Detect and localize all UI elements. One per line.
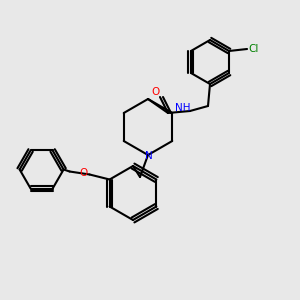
Text: N: N — [145, 151, 153, 161]
Text: NH: NH — [175, 103, 191, 113]
Text: O: O — [80, 169, 88, 178]
Text: Cl: Cl — [249, 44, 259, 54]
Text: O: O — [151, 87, 159, 97]
